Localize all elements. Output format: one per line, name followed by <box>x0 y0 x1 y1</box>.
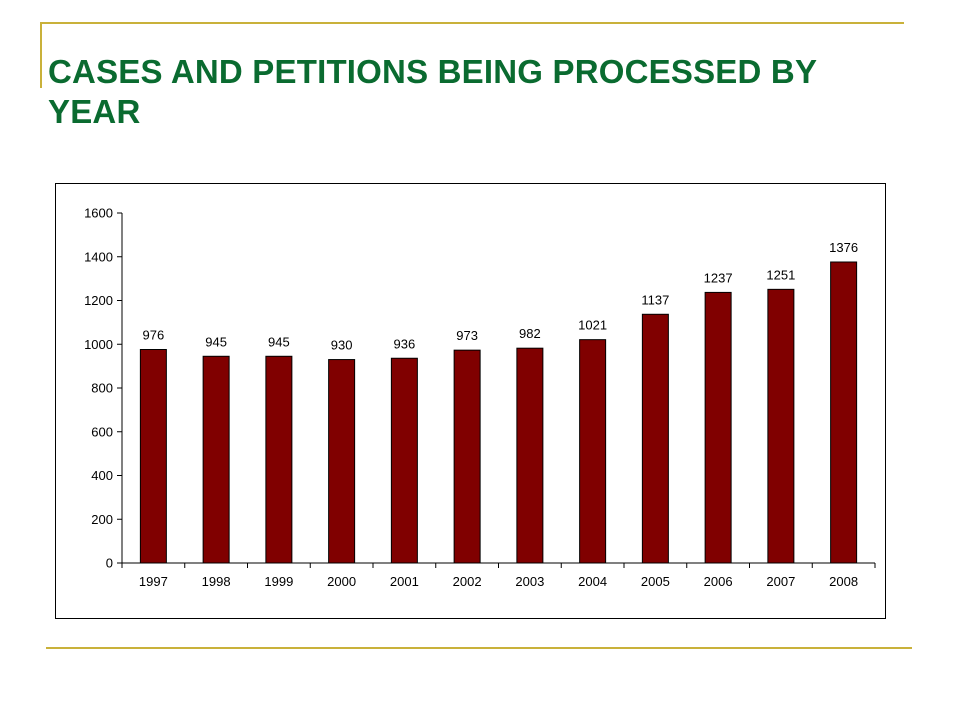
data-label-2000: 930 <box>331 338 353 353</box>
data-label-1999: 945 <box>268 334 290 349</box>
bar-2006 <box>704 291 732 564</box>
bar-2001 <box>390 357 418 564</box>
slide-title: CASES AND PETITIONS BEING PROCESSED BY Y… <box>48 53 817 130</box>
x-tick-label-2006: 2006 <box>704 574 733 589</box>
x-tick-label-1998: 1998 <box>202 574 231 589</box>
y-tick-label: 800 <box>91 381 113 396</box>
x-tick-label-1999: 1999 <box>264 574 293 589</box>
data-label-1998: 945 <box>205 334 227 349</box>
data-label-2002: 973 <box>456 328 478 343</box>
data-label-1997: 976 <box>143 328 165 343</box>
x-tick-label-2008: 2008 <box>829 574 858 589</box>
chart-frame: 0 200 400 600 800 1000 1200 1400 1600 976 1997 945… <box>55 183 886 619</box>
y-tick-label: 1200 <box>84 293 113 308</box>
x-tick-label-2002: 2002 <box>453 574 482 589</box>
y-tick-label: 600 <box>91 424 113 439</box>
bar-1999 <box>265 355 293 564</box>
data-label-2005: 1137 <box>641 292 669 307</box>
data-label-2001: 936 <box>394 336 416 351</box>
bottom-accent-line <box>46 647 912 649</box>
bar-2007 <box>767 288 795 564</box>
y-tick-label: 1600 <box>84 206 113 221</box>
top-accent-line <box>40 22 904 24</box>
y-tick-label: 400 <box>91 468 113 483</box>
y-tick-label: 200 <box>91 512 113 527</box>
x-tick-label-2004: 2004 <box>578 574 607 589</box>
bar-2004 <box>579 339 607 564</box>
bar-chart: 0 200 400 600 800 1000 1200 1400 1600 976 1997 945… <box>84 206 876 589</box>
bar-2005 <box>641 313 669 564</box>
data-label-2006: 1237 <box>704 270 733 285</box>
x-tick-label-2007: 2007 <box>766 574 795 589</box>
data-label-2008: 1376 <box>829 240 858 255</box>
bar-2002 <box>453 349 481 564</box>
data-label-2004: 1021 <box>578 318 607 333</box>
bar-1998 <box>202 355 230 564</box>
x-tick-label-2001: 2001 <box>390 574 419 589</box>
data-label-2003: 982 <box>519 326 541 341</box>
x-tick-label-1997: 1997 <box>139 574 168 589</box>
bar-2003 <box>516 347 544 564</box>
y-tick-label: 0 <box>106 556 113 571</box>
left-accent-line <box>40 22 42 88</box>
y-tick-label: 1000 <box>84 337 113 352</box>
bar-2008 <box>830 261 858 564</box>
x-tick-label-2000: 2000 <box>327 574 356 589</box>
x-tick-label-2003: 2003 <box>515 574 544 589</box>
x-tick-label-2005: 2005 <box>641 574 670 589</box>
bar-2000 <box>328 359 356 564</box>
bar-1997 <box>139 349 167 564</box>
y-tick-label: 1400 <box>84 249 113 264</box>
data-label-2007: 1251 <box>766 267 795 282</box>
